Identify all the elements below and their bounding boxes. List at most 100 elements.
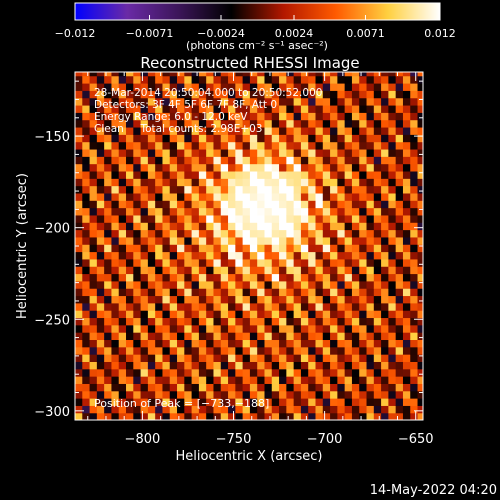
heatmap-cell (330, 412, 338, 420)
heatmap-cell (206, 412, 215, 420)
heatmap-cell (286, 236, 295, 245)
heatmap-cell (177, 141, 185, 150)
heatmap-cell (162, 244, 171, 253)
heatmap-cell (395, 339, 404, 348)
heatmap-cell (359, 222, 368, 231)
heatmap-cell (118, 82, 127, 91)
heatmap-cell (228, 126, 236, 135)
heatmap-cell (395, 112, 404, 121)
heatmap-cell (279, 134, 287, 143)
heatmap-cell (228, 302, 236, 311)
heatmap-cell (381, 119, 389, 128)
heatmap-cell (381, 288, 389, 297)
heatmap-cell (118, 163, 127, 172)
heatmap-cell (366, 332, 375, 341)
heatmap-cell (126, 295, 134, 304)
heatmap-cell (104, 280, 113, 289)
heatmap-cell (220, 229, 229, 238)
heatmap-cell (373, 258, 382, 267)
heatmap-cell (300, 266, 309, 275)
heatmap-cell (184, 185, 193, 194)
heatmap-cell (162, 236, 171, 245)
heatmap-cell (242, 214, 251, 223)
heatmap-cell (228, 75, 236, 84)
heatmap-cell (235, 332, 244, 341)
heatmap-cell (249, 295, 258, 304)
heatmap-cell (220, 163, 229, 172)
heatmap-cell (337, 302, 346, 311)
heatmap-cell (82, 90, 91, 99)
heatmap-cell (191, 390, 200, 399)
heatmap-cell (147, 148, 156, 157)
heatmap-cell (388, 119, 397, 128)
heatmap-cell (417, 273, 423, 282)
heatmap-cell (228, 119, 236, 128)
heatmap-cell (300, 141, 309, 150)
heatmap-cell (111, 251, 120, 260)
heatmap-cell (279, 405, 287, 414)
heatmap-cell (322, 273, 331, 282)
heatmap-cell (184, 170, 193, 179)
heatmap-cell (330, 126, 338, 135)
heatmap-cell (89, 376, 98, 384)
heatmap-cell (228, 339, 236, 348)
heatmap-cell (410, 412, 419, 420)
heatmap-cell (184, 141, 193, 150)
heatmap-cell (351, 317, 360, 326)
heatmap-cell (133, 317, 142, 326)
heatmap-cell (286, 170, 295, 179)
heatmap-cell (140, 405, 149, 414)
heatmap-cell (315, 317, 324, 326)
heatmap-cell (155, 310, 164, 319)
heatmap-cell (162, 398, 171, 406)
heatmap-cell (359, 104, 368, 113)
heatmap-cell (330, 273, 338, 282)
heatmap-cell (257, 119, 266, 128)
heatmap-cell (235, 376, 244, 384)
heatmap-cell (242, 148, 251, 157)
heatmap-cell (96, 368, 105, 377)
heatmap-cell (395, 156, 404, 165)
heatmap-cell (417, 178, 423, 187)
heatmap-cell (410, 302, 419, 311)
heatmap-cell (140, 258, 149, 267)
heatmap-cell (220, 104, 229, 113)
heatmap-cell (147, 192, 156, 201)
heatmap-cell (410, 112, 419, 121)
heatmap-cell (191, 280, 200, 289)
heatmap-cell (308, 346, 317, 355)
heatmap-cell (381, 361, 389, 370)
heatmap-cell (111, 244, 120, 253)
heatmap-cell (271, 258, 280, 267)
heatmap-cell (373, 126, 382, 135)
heatmap-cell (191, 192, 200, 201)
heatmap-cell (191, 178, 200, 187)
heatmap-cell (373, 354, 382, 362)
heatmap-cell (220, 112, 229, 121)
heatmap-cell (96, 82, 105, 91)
heatmap-cell (410, 368, 419, 377)
heatmap-cell (264, 104, 273, 113)
heatmap-cell (242, 229, 251, 238)
heatmap-cell (257, 288, 266, 297)
heatmap-cell (213, 119, 222, 128)
heatmap-cell (315, 258, 324, 267)
heatmap-cell (300, 134, 309, 143)
heatmap-cell (337, 412, 346, 420)
heatmap-cell (228, 383, 236, 392)
heatmap-cell (155, 75, 164, 84)
heatmap-cell (271, 229, 280, 238)
heatmap-cell (184, 82, 193, 91)
heatmap-cell (213, 302, 222, 311)
heatmap-cell (235, 119, 244, 128)
heatmap-cell (126, 214, 134, 223)
heatmap-cell (155, 222, 164, 231)
heatmap-cell (118, 376, 127, 384)
heatmap-cell (104, 317, 113, 326)
heatmap-cell (140, 75, 149, 84)
heatmap-cell (337, 156, 346, 165)
heatmap-cell (330, 244, 338, 253)
heatmap-cell (96, 126, 105, 135)
heatmap-cell (344, 354, 353, 362)
heatmap-cell (177, 368, 185, 377)
